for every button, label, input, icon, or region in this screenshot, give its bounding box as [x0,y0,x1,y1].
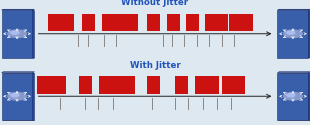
Circle shape [287,94,295,97]
FancyBboxPatch shape [279,11,310,58]
Circle shape [287,31,295,34]
Bar [79,76,92,94]
Bar [205,14,228,31]
Polygon shape [33,10,34,58]
Circle shape [8,30,26,38]
Bar [195,76,219,94]
Polygon shape [308,72,310,121]
Bar [229,14,253,31]
Polygon shape [2,9,34,10]
Bar [175,76,188,94]
FancyBboxPatch shape [2,72,33,120]
Polygon shape [308,10,310,58]
Polygon shape [33,72,34,121]
Bar [102,14,138,31]
FancyBboxPatch shape [279,73,310,121]
Circle shape [11,31,19,34]
FancyBboxPatch shape [277,10,308,58]
Bar [186,14,199,31]
Bar [82,14,95,31]
Bar [37,76,66,94]
Bar [147,14,160,31]
FancyBboxPatch shape [277,72,308,120]
Bar [222,76,245,94]
Bar [147,76,160,94]
Circle shape [284,30,302,38]
Circle shape [11,94,19,97]
Polygon shape [277,9,310,10]
Text: Without Jitter: Without Jitter [122,0,188,7]
Bar [167,14,180,31]
FancyBboxPatch shape [2,10,33,58]
Circle shape [8,92,26,100]
FancyBboxPatch shape [3,11,34,58]
Bar [99,76,135,94]
FancyBboxPatch shape [3,73,34,121]
Text: With Jitter: With Jitter [130,60,180,70]
Circle shape [284,92,302,100]
Bar [48,14,74,31]
